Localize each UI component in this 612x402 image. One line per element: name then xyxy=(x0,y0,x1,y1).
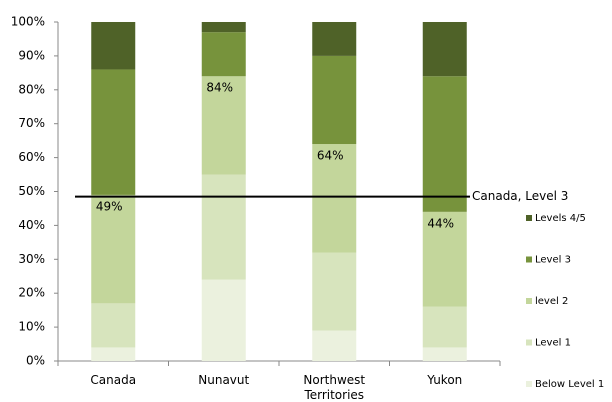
bar-segment xyxy=(201,22,246,33)
y-tick-label: 0% xyxy=(26,354,45,368)
y-tick-label: 80% xyxy=(18,82,45,96)
bar-segment xyxy=(312,55,357,145)
bar-segment xyxy=(312,22,357,56)
legend-swatch xyxy=(526,215,532,221)
bar-segment xyxy=(201,32,246,77)
legend-label: level 2 xyxy=(535,296,568,307)
bar-segment xyxy=(91,194,136,304)
bar-segment xyxy=(91,69,136,195)
x-tick-label: Yukon xyxy=(427,373,463,387)
reference-label: Canada, Level 3 xyxy=(472,189,568,203)
bar-segment xyxy=(422,306,467,348)
bar-segment xyxy=(91,303,136,348)
annotation: 64% xyxy=(317,149,344,163)
y-tick-label: 10% xyxy=(18,320,45,334)
bar-segment xyxy=(422,211,467,307)
bar-segment xyxy=(201,174,246,280)
legend-swatch xyxy=(526,339,532,346)
legend-swatch xyxy=(526,256,532,263)
annotation: 44% xyxy=(427,216,454,230)
bar-segment xyxy=(91,347,136,361)
legend-label: Level 3 xyxy=(535,255,571,266)
y-tick-label: 100% xyxy=(11,15,45,29)
y-tick-label: 20% xyxy=(18,286,45,300)
bar-segment xyxy=(201,279,246,361)
bar-segment xyxy=(312,252,357,331)
annotation: 84% xyxy=(206,81,233,95)
y-tick-label: 30% xyxy=(18,252,45,266)
x-tick-label: Canada xyxy=(90,373,137,387)
bar-segment xyxy=(201,76,246,175)
legend-label: Level 1 xyxy=(535,338,571,349)
legend-swatch xyxy=(526,298,532,304)
x-tick-label: Nunavut xyxy=(198,373,250,387)
bar-segment xyxy=(422,76,467,212)
legend-swatch xyxy=(526,381,532,387)
bar-segment xyxy=(312,330,357,361)
bar-segment xyxy=(422,22,467,77)
y-tick-label: 70% xyxy=(18,116,45,130)
y-tick-label: 40% xyxy=(18,218,45,232)
bar-segment xyxy=(312,144,357,253)
bar-segment xyxy=(422,347,467,361)
x-tick-label: Northwest Territories xyxy=(303,373,366,402)
legend-label: Below Level 1 xyxy=(535,379,604,390)
legend-label: Levels 4/5 xyxy=(535,213,586,224)
annotation: 49% xyxy=(96,199,123,213)
y-tick-label: 60% xyxy=(18,150,45,164)
y-tick-label: 50% xyxy=(18,184,45,198)
y-tick-label: 90% xyxy=(18,48,45,62)
bar-segment xyxy=(91,22,136,70)
